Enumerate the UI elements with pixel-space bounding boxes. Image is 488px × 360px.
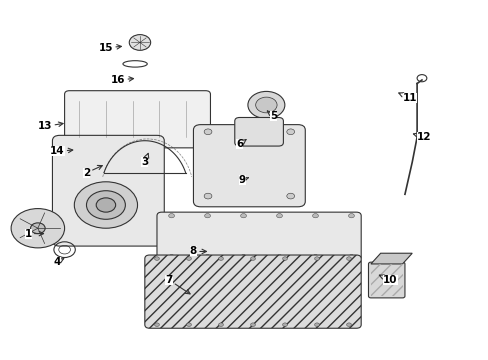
Circle shape <box>346 257 351 260</box>
Text: 7: 7 <box>165 275 190 294</box>
Circle shape <box>346 323 351 327</box>
Text: 9: 9 <box>238 175 248 185</box>
Circle shape <box>240 213 246 218</box>
Polygon shape <box>370 253 411 264</box>
Text: 6: 6 <box>236 139 245 149</box>
Circle shape <box>203 193 211 199</box>
Text: 11: 11 <box>398 93 416 103</box>
Circle shape <box>282 323 287 327</box>
Circle shape <box>276 255 282 259</box>
Circle shape <box>218 257 223 260</box>
Circle shape <box>250 257 255 260</box>
Circle shape <box>348 213 354 218</box>
Circle shape <box>203 129 211 135</box>
Text: 5: 5 <box>267 111 277 121</box>
Circle shape <box>204 255 210 259</box>
Text: 8: 8 <box>189 247 206 256</box>
Circle shape <box>312 213 318 218</box>
Circle shape <box>30 223 45 234</box>
Circle shape <box>168 255 174 259</box>
Circle shape <box>314 257 319 260</box>
Circle shape <box>129 35 150 50</box>
Circle shape <box>218 323 223 327</box>
FancyBboxPatch shape <box>52 135 164 246</box>
Circle shape <box>154 323 159 327</box>
Circle shape <box>186 257 191 260</box>
Circle shape <box>312 255 318 259</box>
Text: 2: 2 <box>82 166 102 178</box>
Text: 15: 15 <box>99 43 121 53</box>
Circle shape <box>204 213 210 218</box>
FancyBboxPatch shape <box>64 91 210 148</box>
Circle shape <box>276 213 282 218</box>
Circle shape <box>168 213 174 218</box>
Text: 10: 10 <box>379 275 397 285</box>
Text: 16: 16 <box>111 75 133 85</box>
Circle shape <box>247 91 285 118</box>
FancyBboxPatch shape <box>193 125 305 207</box>
Circle shape <box>286 193 294 199</box>
Circle shape <box>286 129 294 135</box>
Text: 3: 3 <box>141 153 148 167</box>
Text: 13: 13 <box>38 121 63 131</box>
Circle shape <box>11 208 64 248</box>
Circle shape <box>348 255 354 259</box>
Bar <box>370 264 402 296</box>
Circle shape <box>96 198 116 212</box>
Text: 12: 12 <box>412 132 431 142</box>
Circle shape <box>240 255 246 259</box>
FancyBboxPatch shape <box>144 255 361 328</box>
Circle shape <box>314 323 319 327</box>
Circle shape <box>250 323 255 327</box>
Text: 4: 4 <box>54 257 63 267</box>
Circle shape <box>282 257 287 260</box>
FancyBboxPatch shape <box>157 212 361 260</box>
Circle shape <box>255 97 277 113</box>
FancyBboxPatch shape <box>368 262 404 298</box>
Circle shape <box>74 182 137 228</box>
Circle shape <box>154 257 159 260</box>
Circle shape <box>186 323 191 327</box>
Text: 14: 14 <box>50 147 73 157</box>
FancyBboxPatch shape <box>234 117 283 146</box>
Circle shape <box>86 191 125 219</box>
Text: 1: 1 <box>24 229 43 239</box>
